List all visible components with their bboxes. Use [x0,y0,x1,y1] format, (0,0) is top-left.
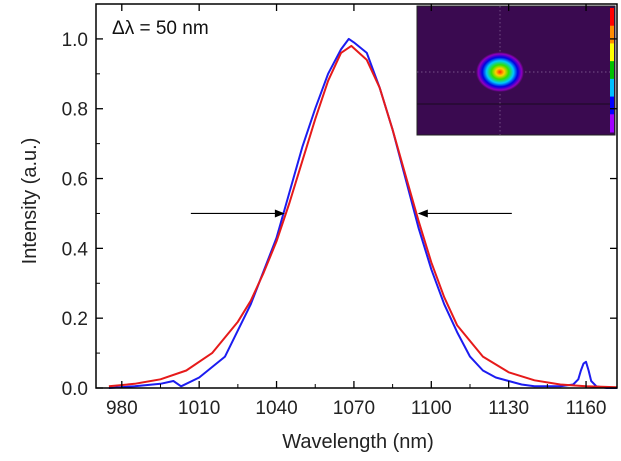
beam-profile-inset [416,5,616,136]
y-tick-label: 0.2 [62,309,88,330]
colorbar-segment [610,114,614,133]
y-tick-label: 0.8 [62,100,88,121]
colorbar-segment [610,43,614,62]
fwhm-arrowhead-right [417,209,428,218]
series-line-1 [108,37,617,389]
y-tick-label: 0.4 [62,239,89,260]
x-axis-title: Wavelength (nm) [282,431,434,453]
y-tick-label: 0.6 [62,170,88,191]
x-tick-label: 1040 [255,398,297,419]
series-line-2 [108,44,618,389]
fwhm-annotation: Δλ = 50 nm [112,18,209,39]
plot-frame [95,3,618,389]
fwhm-markers [190,209,512,218]
colorbar-segment [610,8,614,27]
y-axis-title: Intensity (a.u.) [19,138,41,265]
x-tick-label: 1070 [333,398,375,419]
fwhm-arrowhead-left [274,209,285,218]
x-tick-label: 980 [106,398,138,419]
colorbar-segment [610,61,614,80]
y-tick-label: 0.0 [62,379,88,400]
colorbar-segment [610,78,614,98]
beam-spot [476,52,524,92]
colorbar-segment [610,96,614,115]
x-tick-label: 1160 [566,398,607,419]
y-tick-label: 1.0 [62,30,88,51]
x-tick-label: 1130 [488,398,529,419]
colorbar-segment [610,25,614,44]
x-tick-label: 1100 [411,398,452,419]
series-layer [108,37,618,389]
axes: 980 1010 1040 1070 1100 1130 1160 0.0 0.2 0.4 0.6 0… [62,3,618,419]
x-tick-label: 1010 [178,398,220,419]
